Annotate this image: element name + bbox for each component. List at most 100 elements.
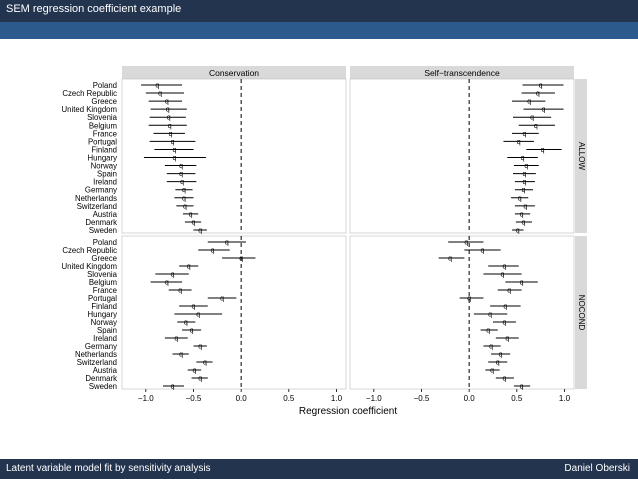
estimate-point-1-0-3: q	[187, 264, 191, 271]
panel-1-0	[121, 235, 347, 390]
country-label-0-9: Hungary	[88, 154, 118, 163]
estimate-point-1-0-2: q	[239, 256, 243, 263]
estimate-point-1-1-13: q	[489, 344, 493, 351]
regression-coefficient-chart: Conservation Self−transcendence ALLOW NOCON…	[62, 66, 587, 417]
estimate-point-0-0-3: q	[166, 107, 170, 114]
estimate-point-0-1-6: q	[522, 131, 526, 138]
panel-0-1	[349, 78, 575, 234]
country-label-1-10: Norway	[91, 318, 118, 327]
country-label-0-17: Denmark	[85, 218, 117, 227]
x-tick-label-1-4: 1.0	[559, 394, 571, 403]
row-strip-1	[575, 236, 587, 389]
estimate-point-0-1-1: q	[536, 91, 540, 98]
estimate-point-1-1-15: q	[496, 360, 500, 367]
estimate-point-0-0-1: q	[158, 91, 162, 98]
facet-strip-0	[122, 66, 346, 79]
row-strip-0	[575, 79, 587, 233]
x-tick-label-1-2: 0.0	[464, 394, 476, 403]
country-label-1-9: Hungary	[88, 310, 118, 319]
estimate-point-0-0-7: q	[171, 139, 175, 146]
country-label-0-6: France	[93, 129, 117, 138]
slide-title: SEM regression coefficient example	[6, 3, 182, 15]
estimate-point-0-0-9: q	[172, 155, 176, 162]
x-tick-label-0-0: −1.0	[138, 394, 154, 403]
country-label-0-18: Sweden	[89, 226, 117, 235]
estimate-point-0-0-18: q	[198, 228, 202, 235]
x-tick-label-1-0: −1.0	[366, 394, 382, 403]
estimate-point-0-1-5: q	[534, 123, 538, 130]
estimate-point-0-1-4: q	[530, 115, 534, 122]
country-label-1-1: Czech Republic	[62, 246, 117, 255]
estimate-point-0-1-13: q	[522, 187, 526, 194]
estimate-point-0-0-5: q	[168, 123, 172, 130]
country-label-0-8: Finland	[91, 145, 117, 154]
facet-strip-1	[350, 66, 574, 79]
country-label-1-15: Switzerland	[77, 358, 117, 367]
estimate-point-0-1-15: q	[523, 203, 527, 210]
estimate-point-0-0-11: q	[179, 171, 183, 178]
estimate-point-0-1-12: q	[522, 179, 526, 186]
estimate-point-1-0-18: q	[171, 384, 175, 391]
estimate-point-1-1-0: q	[464, 240, 468, 247]
estimate-point-0-0-10: q	[179, 163, 183, 170]
estimate-point-1-0-12: q	[174, 336, 178, 343]
estimate-point-0-0-0: q	[155, 83, 159, 90]
estimate-point-0-1-3: q	[542, 107, 546, 114]
estimate-point-0-1-14: q	[518, 195, 522, 202]
country-label-0-15: Switzerland	[77, 202, 117, 211]
x-tick-label-1-1: −0.5	[414, 394, 430, 403]
country-label-0-16: Austria	[93, 210, 118, 219]
estimate-point-1-1-17: q	[502, 376, 506, 383]
country-label-0-7: Portugal	[88, 137, 117, 146]
estimate-point-1-1-3: q	[502, 264, 506, 271]
estimate-point-0-1-11: q	[522, 171, 526, 178]
estimate-point-1-0-17: q	[198, 376, 202, 383]
estimate-point-1-1-5: q	[520, 280, 524, 287]
country-label-0-12: Ireland	[93, 178, 117, 187]
country-label-1-8: Finland	[91, 302, 117, 311]
slide-header: SEM regression coefficient example	[0, 0, 638, 22]
estimate-point-1-1-9: q	[488, 312, 492, 319]
estimate-point-1-1-7: q	[467, 296, 471, 303]
estimate-point-0-0-2: q	[165, 99, 169, 106]
country-label-1-18: Sweden	[89, 382, 117, 391]
estimate-point-1-0-16: q	[192, 368, 196, 375]
panel-0-0	[121, 78, 347, 234]
estimate-point-0-0-8: q	[172, 147, 176, 154]
country-label-0-0: Poland	[93, 81, 117, 90]
estimate-point-0-1-8: q	[541, 147, 545, 154]
estimate-point-0-0-16: q	[189, 211, 193, 218]
x-tick-label-0-3: 0.5	[283, 394, 295, 403]
estimate-point-0-0-15: q	[183, 203, 187, 210]
country-label-1-12: Ireland	[93, 334, 117, 343]
estimate-point-1-0-14: q	[179, 352, 183, 359]
country-label-0-13: Germany	[85, 186, 117, 195]
country-label-0-4: Slovenia	[87, 113, 118, 122]
row-label-1: NOCOND	[577, 295, 586, 331]
estimate-point-0-1-18: q	[516, 228, 520, 235]
estimate-point-0-1-10: q	[524, 163, 528, 170]
x-tick-label-1-3: 0.5	[511, 394, 523, 403]
estimate-point-1-0-5: q	[165, 280, 169, 287]
footer-subtitle: Latent variable model fit by sensitivity…	[6, 463, 211, 474]
country-label-1-13: Germany	[85, 342, 117, 351]
country-label-0-1: Czech Republic	[62, 89, 117, 98]
country-label-1-7: Portugal	[88, 294, 117, 303]
estimate-point-1-0-10: q	[184, 320, 188, 327]
estimate-point-1-0-7: q	[220, 296, 224, 303]
country-label-1-17: Denmark	[85, 374, 117, 383]
estimate-point-0-1-17: q	[522, 219, 526, 226]
estimate-point-0-1-0: q	[539, 83, 543, 90]
country-label-1-11: Spain	[97, 326, 117, 335]
country-label-1-0: Poland	[93, 238, 117, 247]
country-label-0-5: Belgium	[89, 121, 117, 130]
country-label-1-5: Belgium	[89, 278, 117, 287]
estimate-point-0-1-16: q	[520, 211, 524, 218]
country-label-0-14: Netherlands	[75, 194, 117, 203]
estimate-point-0-1-7: q	[517, 139, 521, 146]
estimate-point-1-1-14: q	[499, 352, 503, 359]
estimate-point-1-0-1: q	[211, 248, 215, 255]
estimate-point-0-1-9: q	[521, 155, 525, 162]
estimate-point-1-0-11: q	[190, 328, 194, 335]
estimate-point-1-1-12: q	[505, 336, 509, 343]
